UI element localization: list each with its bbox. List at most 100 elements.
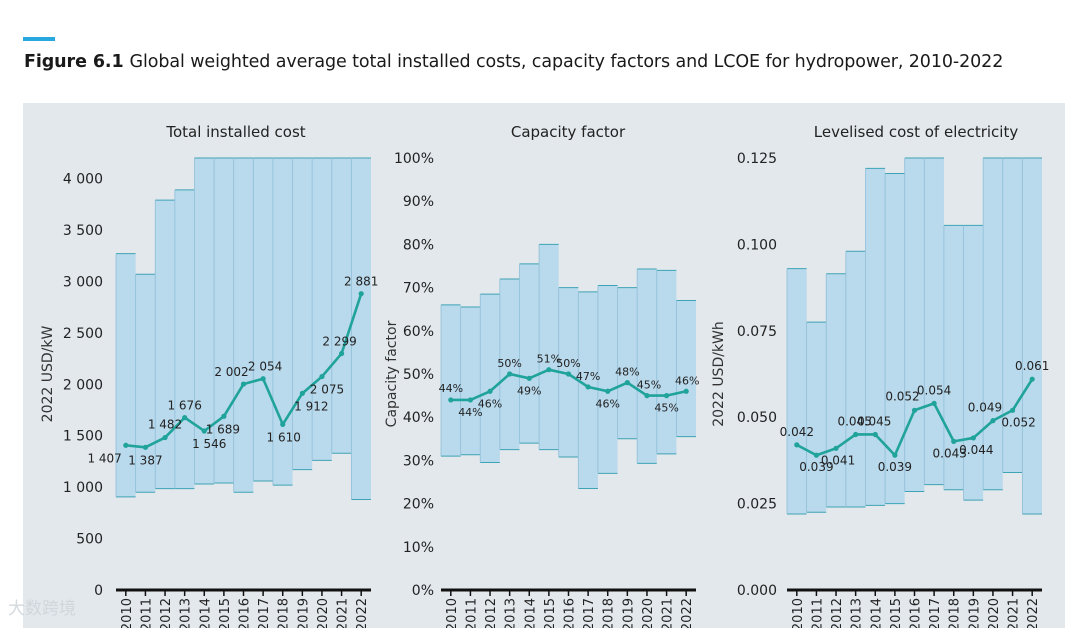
range-bar: [983, 158, 1003, 490]
data-label: 0.054: [917, 383, 951, 397]
data-label: 50%: [556, 357, 580, 370]
chart-title: Levelised cost of electricity: [814, 123, 1019, 141]
average-point: [299, 390, 305, 396]
data-label: 0.044: [959, 443, 993, 457]
y-tick-label: 60%: [403, 324, 434, 340]
x-tick-label: 2010: [120, 598, 135, 628]
average-point: [260, 376, 266, 382]
average-point: [201, 428, 207, 434]
y-tick-label: 40%: [403, 410, 434, 426]
y-tick-label: 2 500: [63, 326, 103, 342]
average-point: [683, 388, 689, 394]
range-bar: [1002, 158, 1023, 473]
x-tick-label: 2021: [336, 598, 351, 628]
average-point: [123, 442, 129, 448]
range-bar: [441, 304, 461, 457]
average-point: [833, 445, 839, 451]
range-bar: [253, 158, 273, 481]
range-bar: [331, 158, 352, 454]
x-tick-label: 2013: [504, 598, 519, 628]
x-tick-label: 2019: [967, 598, 982, 628]
data-label: 0.045: [837, 414, 871, 428]
average-point: [546, 367, 552, 373]
chart-title: Total installed cost: [165, 123, 305, 141]
range-bar: [194, 158, 215, 485]
data-label: 48%: [615, 366, 639, 379]
y-tick-label: 1 000: [63, 480, 103, 496]
range-bar: [806, 322, 827, 513]
range-bar: [787, 268, 807, 514]
data-label: 1 689: [206, 422, 240, 436]
y-tick-label: 0: [94, 583, 103, 599]
average-point: [319, 373, 325, 380]
range-bar: [480, 294, 500, 463]
average-point: [990, 418, 996, 424]
average-point: [467, 397, 474, 403]
data-label: 1 912: [294, 399, 328, 413]
x-tick-label: 2014: [198, 598, 213, 628]
y-tick-label: 500: [76, 532, 103, 548]
range-bar: [943, 225, 964, 490]
data-label: 45%: [654, 402, 678, 415]
data-label: 46%: [675, 374, 699, 387]
x-tick-label: 2020: [641, 598, 656, 628]
average-point: [951, 438, 957, 444]
average-point: [338, 350, 345, 357]
x-tick-label: 2012: [830, 598, 845, 628]
data-label: 1 546: [192, 437, 226, 451]
x-tick-label: 2017: [582, 598, 597, 628]
data-label: 0.043: [933, 446, 967, 460]
x-tick-label: 2015: [543, 598, 558, 628]
data-label: 51%: [537, 353, 561, 366]
range-bar: [519, 263, 540, 444]
x-tick-label: 2016: [563, 598, 578, 628]
y-axis-label: 2022 USD/kW: [40, 326, 56, 423]
chart-title: Capacity factor: [511, 123, 626, 141]
average-point: [872, 431, 878, 438]
data-label: 46%: [596, 397, 620, 410]
y-tick-label: 1 500: [63, 429, 103, 445]
x-tick-label: 2016: [909, 598, 924, 628]
range-bar: [539, 244, 559, 450]
y-tick-label: 0%: [412, 583, 434, 599]
range-bar: [963, 225, 984, 501]
y-tick-label: 3 000: [63, 274, 103, 290]
x-tick-label: 2019: [621, 598, 636, 628]
data-label: 0.052: [885, 389, 919, 403]
average-point: [565, 371, 572, 377]
range-bar: [312, 158, 332, 461]
average-point: [663, 393, 670, 399]
y-tick-label: 2 000: [63, 377, 103, 393]
data-label: 1 387: [128, 453, 162, 467]
data-label: 47%: [576, 370, 600, 383]
watermark: 大数跨境: [8, 599, 76, 619]
average-point: [487, 388, 493, 394]
range-bar: [924, 158, 944, 485]
range-bar: [174, 189, 195, 489]
x-tick-label: 2013: [179, 598, 194, 628]
average-point: [142, 444, 149, 450]
y-tick-label: 3 500: [63, 223, 103, 239]
data-label: 50%: [497, 357, 521, 370]
data-label: 0.052: [1001, 415, 1035, 429]
range-bar: [155, 200, 175, 489]
x-tick-label: 2010: [791, 598, 806, 628]
x-tick-label: 2020: [987, 598, 1002, 628]
range-bar: [116, 253, 136, 497]
x-tick-label: 2017: [928, 598, 943, 628]
average-point: [448, 397, 454, 403]
average-point: [358, 291, 364, 297]
range-bar: [637, 269, 657, 464]
data-label: 0.045: [857, 414, 891, 428]
y-tick-label: 100%: [394, 151, 434, 167]
average-point: [240, 381, 247, 387]
range-bar: [845, 251, 866, 508]
x-tick-label: 2020: [316, 598, 331, 628]
x-tick-label: 2021: [1007, 598, 1022, 628]
range-bar: [885, 173, 905, 504]
x-tick-label: 2022: [1026, 598, 1041, 628]
x-tick-label: 2019: [296, 598, 311, 628]
range-bar: [460, 307, 481, 455]
x-tick-label: 2018: [602, 598, 617, 628]
